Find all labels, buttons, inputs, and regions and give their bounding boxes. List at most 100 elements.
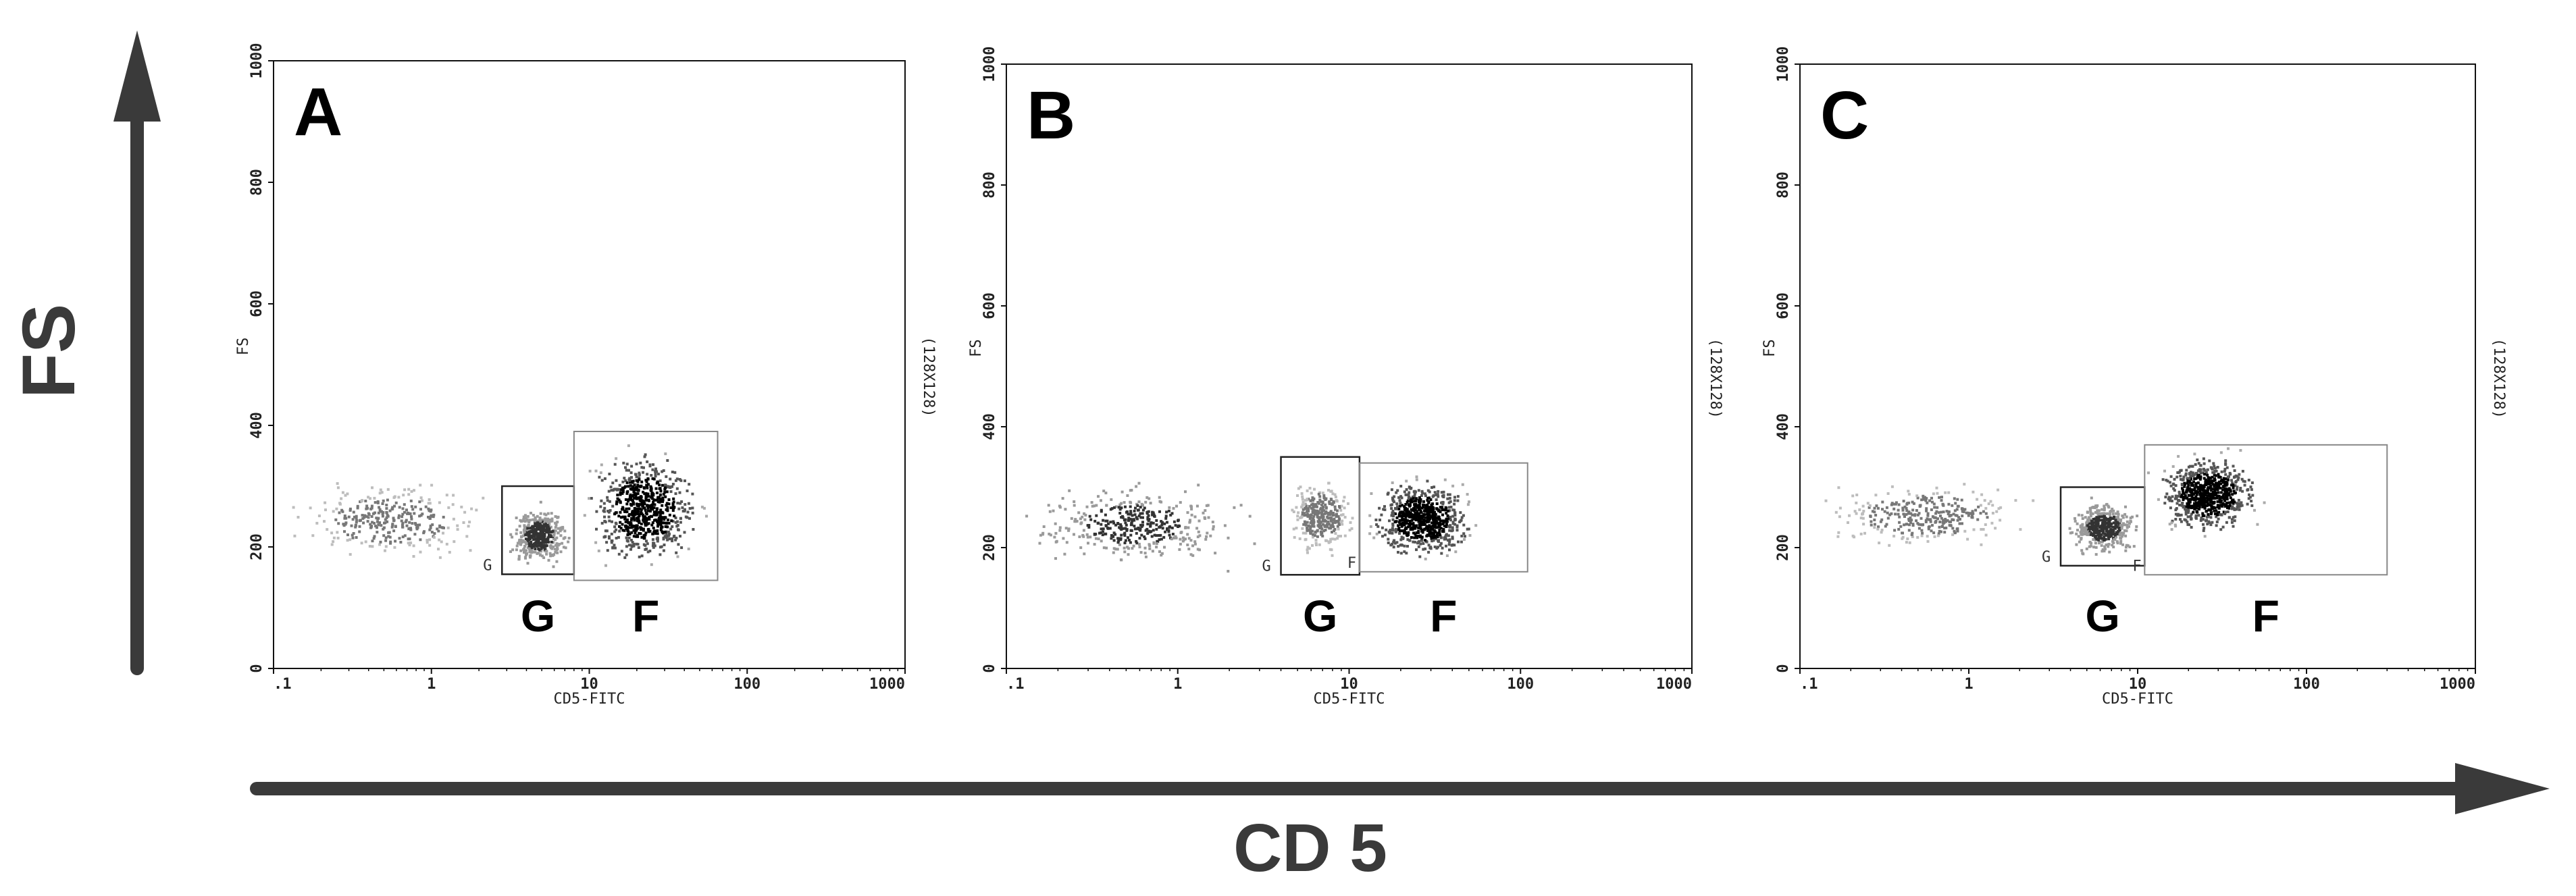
event-dot [1205, 535, 1208, 538]
event-dot [1190, 505, 1193, 508]
event-dot [2088, 506, 2092, 510]
event-dot [1420, 494, 1423, 497]
event-dot [644, 492, 647, 496]
event-dot [2199, 483, 2202, 487]
event-dot [1312, 525, 1316, 528]
event-dot [1905, 541, 1908, 544]
event-dot [430, 531, 434, 534]
event-dot [426, 539, 429, 542]
event-dot [1970, 516, 1974, 519]
event-dot [619, 527, 623, 530]
event-dot [634, 473, 638, 476]
event-dot [1407, 503, 1410, 506]
event-dot [1318, 527, 1322, 529]
y-axis-title: FS [1761, 339, 1778, 357]
event-dot [2216, 513, 2219, 517]
event-dot [378, 521, 382, 525]
event-dot [386, 498, 389, 502]
event-dot [1417, 531, 1420, 534]
event-dot [2088, 529, 2091, 532]
event-dot [334, 518, 338, 521]
event-dot [365, 504, 369, 508]
event-dot [2214, 487, 2217, 491]
event-dot [1300, 505, 1304, 508]
event-dot [675, 477, 679, 481]
event-dot [1972, 490, 1975, 494]
event-dot [1079, 517, 1082, 521]
event-dot [482, 496, 485, 500]
event-dot [330, 531, 334, 535]
event-dot [336, 486, 340, 490]
event-dot [373, 496, 376, 500]
event-dot [684, 503, 687, 506]
event-dot [1127, 517, 1131, 520]
event-dot [1337, 535, 1340, 538]
event-dot [1104, 519, 1108, 523]
event-dot [1388, 531, 1391, 535]
event-dot [629, 481, 632, 484]
event-dot [1862, 523, 1865, 526]
event-dot [1297, 487, 1300, 490]
event-dot [1145, 512, 1149, 515]
event-dot [1193, 515, 1197, 519]
event-dot [600, 463, 603, 467]
event-dot [1318, 543, 1321, 546]
event-dot [545, 550, 548, 553]
event-dot [2095, 530, 2098, 533]
event-dot [1248, 515, 1252, 518]
event-dot [2087, 522, 2090, 525]
event-dot [2199, 519, 2203, 522]
event-dot [1394, 512, 1397, 515]
event-dot [623, 529, 626, 532]
event-dot [542, 525, 545, 528]
event-dot [1303, 512, 1306, 515]
event-dot [1466, 503, 1470, 506]
event-dot [645, 494, 648, 498]
event-dot [531, 529, 534, 532]
event-dot [359, 500, 362, 504]
event-dot [679, 502, 682, 505]
event-dot [2182, 478, 2185, 481]
event-dot [2068, 527, 2071, 530]
event-dot [2069, 531, 2072, 535]
gate-f-box [573, 431, 719, 581]
event-dot [1903, 505, 1907, 508]
event-dot [1926, 512, 1930, 515]
event-dot [638, 555, 641, 558]
event-dot [1414, 515, 1418, 518]
event-dot [1433, 546, 1437, 548]
event-dot [1146, 523, 1150, 526]
event-dot [2199, 494, 2203, 498]
event-dot [1401, 537, 1405, 540]
event-dot [545, 552, 548, 556]
event-dot [652, 506, 656, 509]
event-dot [1932, 502, 1936, 506]
event-dot [1315, 505, 1318, 508]
event-dot [2112, 546, 2115, 549]
event-dot [1313, 487, 1316, 491]
event-dot [1879, 520, 1882, 523]
event-dot [2213, 473, 2216, 477]
event-dot [654, 467, 657, 471]
event-dot [1186, 533, 1189, 536]
event-dot [603, 510, 606, 513]
event-dot [1980, 493, 1984, 496]
event-dot [1206, 531, 1209, 535]
event-dot [562, 546, 565, 549]
event-dot [2219, 451, 2223, 454]
event-dot [1925, 497, 1928, 500]
event-dot [2075, 543, 2078, 546]
event-dot [665, 508, 668, 511]
event-dot [2128, 546, 2132, 548]
event-dot [2163, 502, 2167, 505]
event-dot [668, 532, 671, 535]
event-dot [409, 527, 412, 530]
event-dot [1428, 513, 1431, 517]
event-dot [1193, 542, 1197, 546]
event-dot [1061, 497, 1064, 500]
event-dot [637, 504, 640, 508]
event-dot [1983, 499, 1986, 502]
event-dot [1911, 535, 1914, 538]
event-dot [1130, 521, 1133, 525]
event-dot [419, 508, 422, 511]
